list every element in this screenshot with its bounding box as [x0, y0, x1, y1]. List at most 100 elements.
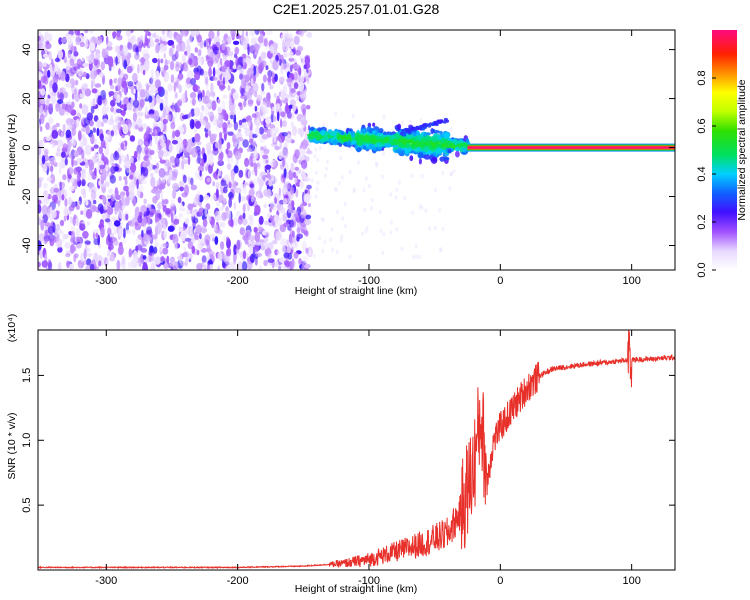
noise-blob [189, 92, 197, 99]
noise-blob [118, 155, 122, 165]
colorbar-tick-label: 0.8 [696, 70, 708, 85]
streak-blob [402, 133, 407, 137]
noise-blob [230, 170, 235, 181]
noise-blob [137, 151, 141, 160]
noise-blob [110, 216, 117, 222]
signal-blob [405, 142, 410, 149]
noise-blob [96, 127, 100, 137]
noise-blob [245, 31, 248, 37]
faint-dot [397, 180, 401, 185]
noise-blob [81, 134, 86, 141]
noise-blob [215, 214, 222, 222]
noise-blob [142, 161, 146, 167]
faint-dot [441, 226, 445, 232]
faint-dot [441, 170, 445, 176]
noise-blob [276, 250, 280, 256]
y-tick-label: -40 [21, 238, 33, 254]
noise-blob [84, 144, 92, 156]
noise-blob [170, 74, 175, 84]
noise-blob [76, 58, 82, 68]
noise-blob [83, 248, 87, 260]
noise-blob [115, 108, 122, 114]
noise-blob [300, 159, 308, 169]
faint-dot [340, 234, 344, 239]
faint-dot [314, 147, 318, 152]
noise-blob [249, 30, 256, 37]
noise-blob [156, 179, 160, 186]
noise-blob [233, 202, 237, 210]
noise-blob [238, 169, 244, 178]
faint-dot [313, 153, 317, 159]
noise-blob [68, 263, 74, 270]
noise-blob [129, 135, 136, 142]
faint-dot [449, 171, 453, 177]
noise-blob [196, 249, 200, 256]
noise-blob [112, 127, 119, 136]
noise-blob [90, 133, 95, 145]
noise-blob [44, 229, 48, 236]
noise-blob [264, 231, 270, 239]
noise-blob [212, 67, 216, 78]
noise-blob [60, 131, 64, 138]
faint-dot [420, 173, 424, 179]
noise-blob [84, 30, 89, 34]
x-tick-label: -100 [358, 575, 380, 587]
noise-blob [61, 231, 65, 242]
noise-blob [82, 36, 89, 44]
noise-blob [172, 189, 177, 200]
noise-blob [283, 30, 289, 38]
noise-blob [251, 113, 257, 118]
noise-blob [39, 213, 43, 219]
noise-blob [149, 211, 154, 217]
signal-blob [409, 155, 414, 162]
noise-blob [254, 30, 260, 36]
noise-blob [104, 218, 111, 223]
noise-blob [94, 167, 97, 177]
noise-blob [178, 62, 183, 68]
noise-blob [185, 77, 192, 85]
noise-blob [192, 84, 199, 92]
faint-dot [400, 120, 404, 126]
noise-blob [283, 142, 288, 149]
faint-dot [316, 157, 320, 163]
noise-blob [249, 130, 253, 141]
noise-blob [109, 160, 113, 165]
noise-blob [187, 203, 194, 211]
noise-blob [248, 188, 255, 197]
colorbar-tick-label: 0.6 [696, 118, 708, 133]
noise-blob [45, 99, 50, 106]
noise-blob [133, 88, 136, 95]
signal-blob [341, 135, 349, 142]
signal-blob [397, 123, 402, 130]
noise-blob [149, 172, 154, 178]
noise-blob [179, 203, 184, 212]
noise-blob [164, 171, 170, 176]
noise-blob [286, 239, 290, 245]
noise-blob [264, 220, 269, 226]
noise-blob [100, 226, 105, 238]
noise-blob [138, 41, 142, 53]
signal-blob [421, 143, 427, 147]
noise-blob [283, 51, 287, 59]
noise-blob [107, 56, 114, 67]
noise-blob [55, 102, 60, 112]
noise-blob [108, 243, 114, 251]
noise-blob [290, 40, 295, 50]
noise-blob [230, 30, 236, 39]
noise-blob [127, 42, 133, 50]
noise-blob [134, 52, 140, 60]
noise-blob [137, 64, 140, 74]
faint-dot [364, 228, 368, 234]
noise-blob [212, 147, 219, 156]
noise-blob [301, 225, 307, 234]
signal-blob [356, 139, 364, 146]
noise-blob [52, 82, 58, 93]
noise-blob [222, 56, 228, 62]
noise-blob [236, 261, 244, 270]
noise-blob [77, 130, 82, 142]
noise-blob [132, 112, 137, 122]
noise-blob [288, 219, 295, 228]
noise-blob [204, 206, 208, 217]
noise-blob [247, 101, 253, 107]
noise-blob [52, 222, 56, 233]
